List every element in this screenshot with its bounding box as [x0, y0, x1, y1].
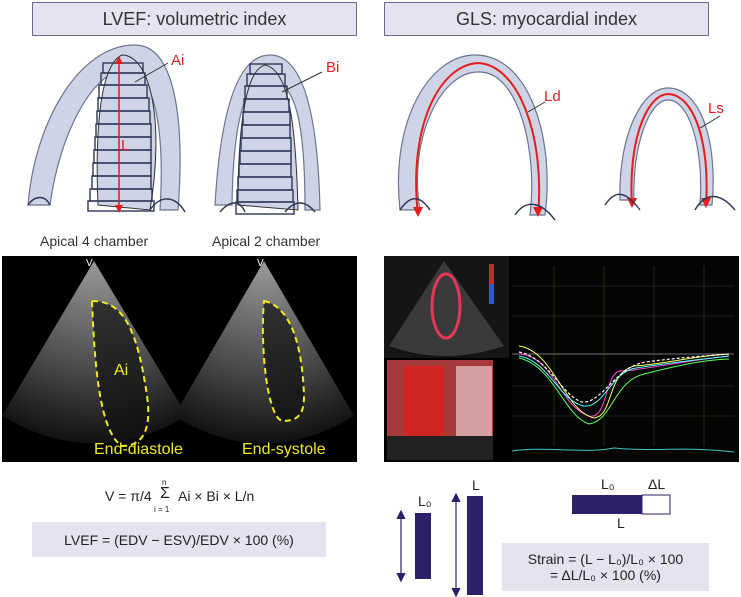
formula-volume-terms: Ai × Bi × L/n	[178, 488, 255, 504]
caption-apical-4-chamber: Apical 4 chamber	[40, 233, 149, 249]
lvef-header: LVEF: volumetric index	[32, 2, 357, 36]
bar-label-l0: L₀	[418, 493, 432, 509]
formula-sum-symbol: Σ	[160, 485, 170, 502]
gls-header: GLS: myocardial index	[384, 2, 709, 36]
formula-sum-upper: n	[162, 478, 167, 487]
label-ls: Ls	[708, 100, 724, 117]
strip-label-l: L	[617, 515, 625, 531]
strain-formula-line2: = ΔL/L₀ × 100 (%)	[550, 567, 661, 583]
apical-4-chamber-diagram	[27, 44, 186, 213]
echo-strain-image	[384, 256, 739, 462]
strip-label-l0: L₀	[601, 476, 615, 492]
echo-volumetric-image: V V Ai End-diastole End-systole	[2, 256, 357, 462]
lvef-formula-box: LVEF = (EDV − ESV)/EDV × 100 (%)	[32, 522, 326, 557]
lvef-formula: LVEF = (EDV − ESV)/EDV × 100 (%)	[64, 531, 294, 548]
l-bar	[467, 496, 483, 595]
echo-label-end-systole: End-systole	[242, 441, 326, 458]
l0-bar	[415, 513, 431, 579]
label-ld: Ld	[544, 88, 561, 105]
formula-volume-prefix: V = π/4	[105, 488, 152, 504]
ld-diagram	[397, 54, 556, 221]
ls-diagram	[604, 87, 736, 211]
strain-strip	[572, 494, 671, 515]
formula-sum-lower: i = 1	[154, 505, 170, 514]
strip-label-delta-l: ΔL	[648, 476, 666, 492]
label-l: L	[121, 137, 130, 154]
strain-formula-line1: Strain = (L − L₀)/L₀ × 100	[527, 551, 684, 567]
caption-apical-2-chamber: Apical 2 chamber	[212, 233, 321, 249]
strain-formula-box: Strain = (L − L₀)/L₀ × 100 = ΔL/L₀ × 100…	[502, 543, 709, 591]
label-ai: Ai	[171, 52, 185, 69]
echo-label-end-diastole: End-diastole	[94, 441, 183, 458]
apical-2-chamber-diagram	[214, 54, 323, 215]
label-bi: Bi	[326, 59, 340, 76]
bar-label-l: L	[472, 477, 480, 493]
echo-label-ai: Ai	[114, 362, 129, 379]
